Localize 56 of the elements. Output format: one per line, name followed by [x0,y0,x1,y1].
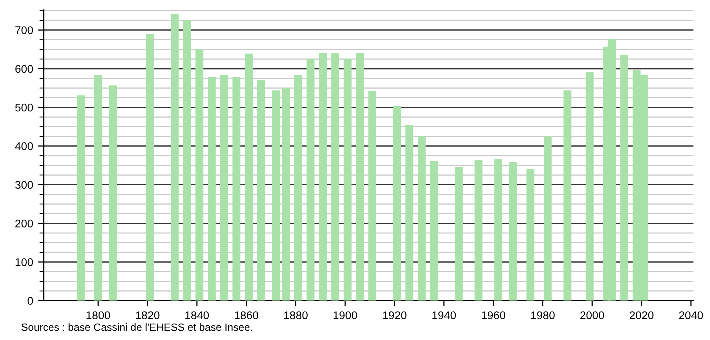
bar [455,167,463,301]
bar [208,77,216,301]
bar [77,96,86,301]
x-tick-label: 1820 [136,312,160,320]
y-tick-label: 0 [28,297,34,306]
y-tick-label: 500 [16,104,34,112]
bar [94,76,102,301]
bar [245,54,253,301]
bar [494,159,502,301]
y-tick-label: 100 [16,258,34,266]
bar [272,90,280,301]
bar [319,53,328,301]
bar [406,125,414,301]
bar [306,59,315,301]
bar [586,72,594,301]
bar [368,90,376,301]
bar [170,14,179,301]
x-tick-label: 2020 [630,312,654,320]
bar [232,77,241,301]
bar [430,161,438,301]
bar [282,88,290,301]
bar [356,53,364,301]
bar [109,86,118,301]
bar [183,20,192,301]
bar [393,106,402,301]
bar [509,162,518,301]
bar [564,90,572,301]
x-tick-label: 1840 [186,312,210,320]
y-tick-label: 300 [15,181,34,190]
bar [294,76,302,301]
x-tick-label: 1880 [284,312,308,320]
bar [220,76,228,301]
x-tick-label: 1980 [531,312,555,320]
bar [474,160,483,301]
bar [418,136,426,301]
y-tick-label: 200 [16,220,34,228]
bar [257,80,266,301]
bar [332,53,340,301]
x-tick-label: 1940 [432,312,456,320]
bar [196,49,204,301]
bar [620,55,628,301]
source-note: Sources : base Cassini de l'EHESS et base Insee. [22,323,252,332]
bar [344,59,352,301]
x-tick-label: 2040 [679,312,704,320]
y-tick-label: 700 [16,26,34,34]
x-tick-label: 1960 [482,312,506,320]
bar [526,169,535,301]
x-tick-label: 1800 [86,312,110,320]
x-tick-label: 1900 [334,312,358,320]
x-tick-label: 1920 [383,312,407,320]
bar [544,136,552,301]
y-tick-label: 600 [16,65,34,74]
x-tick-label: 1860 [235,312,258,320]
y-tick-label: 400 [15,142,34,150]
bar [146,34,154,301]
x-tick-label: 2000 [580,312,604,320]
